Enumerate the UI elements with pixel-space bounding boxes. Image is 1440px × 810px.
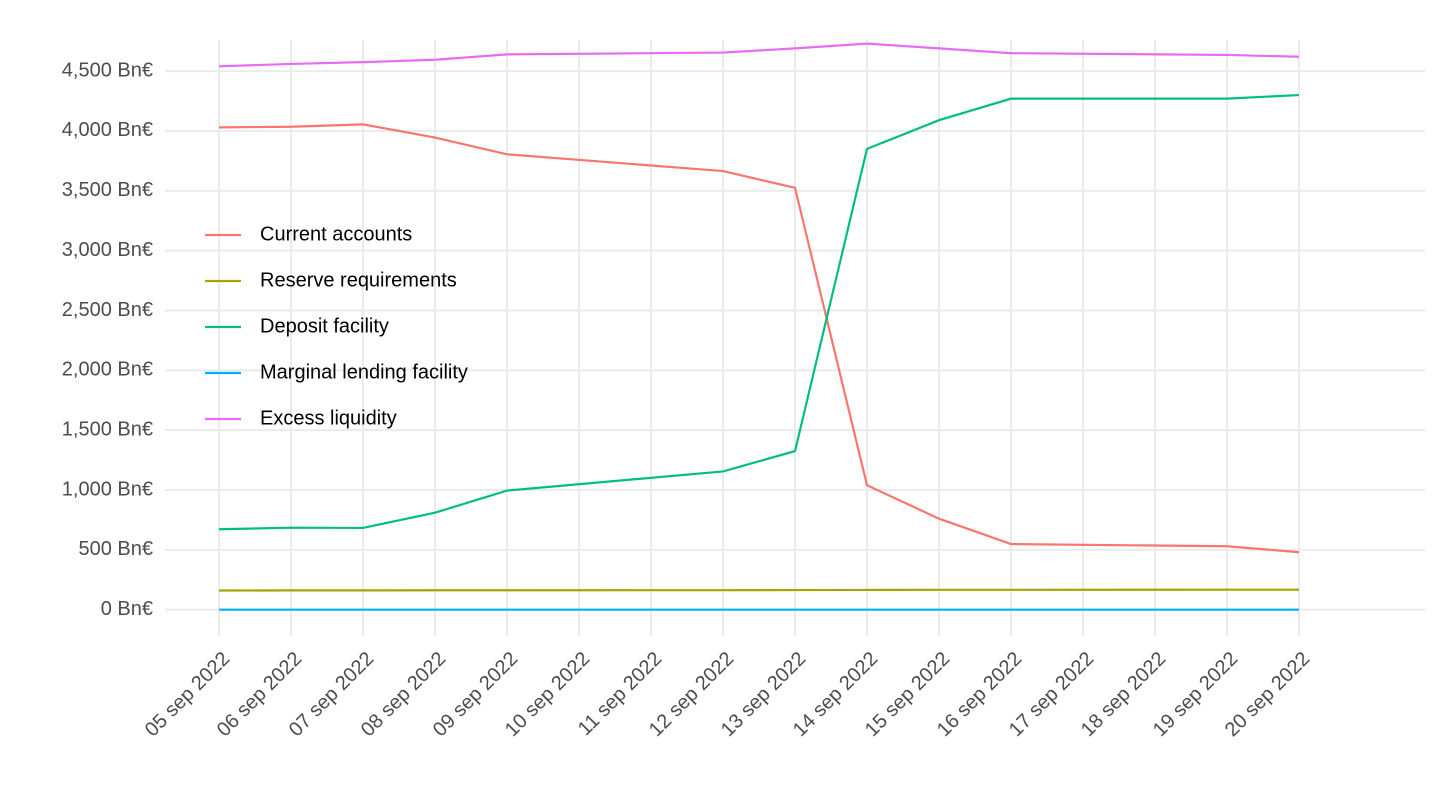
y-tick-label: 3,000 Bn€ <box>62 239 153 261</box>
legend-label: Excess liquidity <box>260 407 397 429</box>
series-line <box>218 588 1299 592</box>
y-tick-label: 2,500 Bn€ <box>62 299 153 321</box>
legend-label: Marginal lending facility <box>260 361 468 383</box>
y-tick-label: 1,000 Bn€ <box>62 478 153 500</box>
y-tick-label: 2,000 Bn€ <box>62 359 153 381</box>
series-line <box>218 93 1300 531</box>
y-tick-label: 500 Bn€ <box>78 538 153 560</box>
y-tick-label: 1,500 Bn€ <box>62 418 153 440</box>
series-line <box>218 42 1300 68</box>
y-tick-label: 0 Bn€ <box>101 598 153 620</box>
legend-label: Current accounts <box>260 223 412 245</box>
y-tick-label: 4,500 Bn€ <box>62 59 153 81</box>
y-tick-label: 4,000 Bn€ <box>62 119 153 141</box>
y-tick-label: 3,500 Bn€ <box>62 179 153 201</box>
legend-label: Deposit facility <box>260 315 389 337</box>
legend-label: Reserve requirements <box>260 269 457 291</box>
series-line <box>218 123 1300 554</box>
